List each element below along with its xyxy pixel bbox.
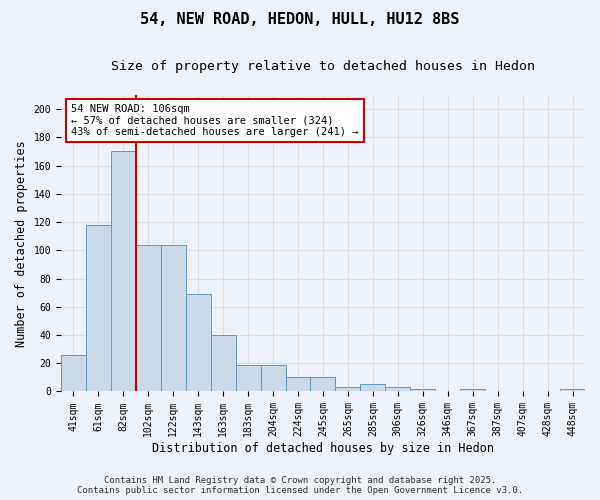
X-axis label: Distribution of detached houses by size in Hedon: Distribution of detached houses by size …: [152, 442, 494, 455]
Bar: [86, 225, 111, 392]
Bar: [410, 388, 435, 392]
Bar: [111, 152, 136, 392]
Bar: [361, 384, 385, 392]
Bar: [185, 294, 211, 392]
Bar: [385, 387, 410, 392]
Bar: [286, 378, 310, 392]
Text: 54 NEW ROAD: 106sqm
← 57% of detached houses are smaller (324)
43% of semi-detac: 54 NEW ROAD: 106sqm ← 57% of detached ho…: [71, 104, 359, 137]
Text: Contains HM Land Registry data © Crown copyright and database right 2025.
Contai: Contains HM Land Registry data © Crown c…: [77, 476, 523, 495]
Bar: [335, 387, 361, 392]
Bar: [260, 364, 286, 392]
Bar: [161, 244, 185, 392]
Bar: [310, 378, 335, 392]
Bar: [211, 335, 236, 392]
Title: Size of property relative to detached houses in Hedon: Size of property relative to detached ho…: [111, 60, 535, 73]
Bar: [460, 388, 485, 392]
Bar: [136, 244, 161, 392]
Bar: [560, 388, 585, 392]
Bar: [61, 355, 86, 392]
Y-axis label: Number of detached properties: Number of detached properties: [15, 140, 28, 346]
Text: 54, NEW ROAD, HEDON, HULL, HU12 8BS: 54, NEW ROAD, HEDON, HULL, HU12 8BS: [140, 12, 460, 28]
Bar: [236, 364, 260, 392]
